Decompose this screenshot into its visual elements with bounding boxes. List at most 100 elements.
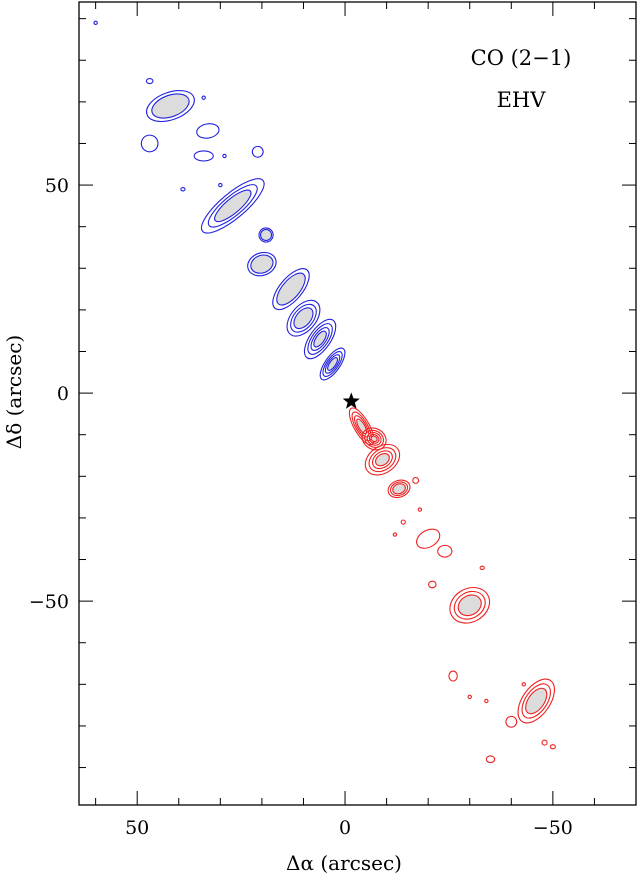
blue-contour-level-1 [201,95,206,100]
blue-knot-3 [201,95,206,100]
blue-contour-level-1 [93,20,98,26]
blue-contour-level-1 [247,251,277,277]
red-contour-level-2 [389,481,409,497]
blue-contour-level-2 [290,303,317,333]
blue-knot-4 [140,134,159,153]
blue-knot-17 [319,347,346,381]
red-contour-level-1 [449,586,491,624]
blue-contour-level-1 [218,182,223,188]
red-knot-7 [392,532,398,537]
blue-contour-level-1 [319,347,346,381]
blue-contour-level-1 [145,78,154,85]
red-contour-level-1 [467,694,472,700]
red-knot-21 [485,755,496,764]
red-knot-9 [437,544,453,558]
blue-knot-7 [222,153,227,159]
blue-contour-level-1 [222,153,227,159]
red-contour-level-1 [549,744,556,750]
blue-contour-level-2 [207,184,258,228]
blue-lobe-contours [93,20,346,381]
blue-contour-level-4 [313,330,327,348]
annotation-line-subtitle: EHV [497,88,547,112]
blue-knot-15 [286,299,321,337]
red-contour-level-2 [368,447,397,473]
red-contour-level-1 [479,565,485,571]
blue-contour-level-1 [251,145,264,158]
axis-ticks [79,2,636,805]
y-axis-label: Δδ (arcsec) [2,335,26,449]
red-contour-level-1 [437,544,453,558]
blue-contour-level-1 [140,134,159,153]
blue-contour-level-3 [324,354,341,374]
y-tick-label: −50 [29,591,69,613]
red-contour-level-1 [521,682,526,687]
blue-contour-level-1 [272,268,310,311]
blue-knot-1 [145,89,195,123]
red-contour-level-1 [505,715,518,728]
red-knot-16 [521,682,526,687]
blue-knot-2 [145,78,154,85]
red-contour-level-1 [428,580,437,589]
blue-knot-14 [272,268,310,311]
blue-contour-level-1 [196,123,220,139]
red-contour-level-3 [525,687,548,715]
red-contour-level-1 [400,519,406,525]
blue-knot-9 [180,187,186,192]
blue-knot-10 [218,182,223,188]
tick-labels: 50 0 −50 50 0 −50 [29,175,573,839]
red-contour-level-3 [371,450,393,470]
blue-contour-level-3 [293,307,314,330]
blue-contour-level-2 [276,272,306,306]
red-contour-level-3 [366,431,382,446]
red-knot-13 [448,670,458,682]
x-axis-label: Δα (arcsec) [286,851,402,875]
red-contour-level-2 [521,683,551,719]
red-contour-level-2 [364,429,385,448]
red-knot-8 [416,528,441,549]
annotation-line-title: CO (2−1) [471,46,572,70]
red-knot-20 [549,744,556,750]
blue-knot-5 [196,123,220,139]
y-tick-label: 50 [45,175,69,197]
red-knot-5 [417,507,423,512]
red-contour-level-4 [368,433,380,444]
blue-contour-level-1 [200,178,265,234]
red-contour-level-1 [364,443,401,476]
blue-knot-16 [303,318,337,360]
blue-knot-6 [193,150,214,162]
red-contour-level-5 [370,435,378,443]
x-tick-label: −50 [533,817,573,839]
blue-contour-level-2 [151,93,190,119]
blue-knot-12 [258,227,274,243]
red-lobe-contours [348,407,556,764]
red-knot-10 [428,580,437,589]
y-tick-label: 0 [57,383,69,405]
red-knot-15 [484,698,489,704]
red-contour-level-1 [484,698,489,704]
blue-contour-level-1 [286,299,321,337]
blue-contour-level-3 [214,189,252,223]
blue-contour-level-1 [145,89,195,123]
red-contour-level-3 [457,594,482,617]
red-knot-2 [364,443,401,476]
blue-knot-8 [251,145,264,158]
blue-contour-level-2 [307,323,333,355]
blue-knot-0 [93,20,98,26]
red-contour-level-1 [517,678,555,724]
red-contour-level-1 [387,479,411,499]
blue-contour-level-1 [258,227,274,243]
blue-knot-13 [247,251,277,277]
red-contour-level-1 [541,739,548,746]
red-contour-level-1 [448,670,458,682]
red-knot-11 [449,586,491,624]
plot-frame [78,1,637,806]
blue-contour-level-2 [250,254,274,274]
red-knot-19 [541,739,548,746]
red-knot-4 [387,479,411,499]
contour-layer [93,20,556,764]
blue-contour-level-3 [310,327,330,351]
red-contour-level-1 [412,477,420,484]
red-contour-level-1 [416,528,441,549]
blue-contour-level-2 [322,351,343,377]
